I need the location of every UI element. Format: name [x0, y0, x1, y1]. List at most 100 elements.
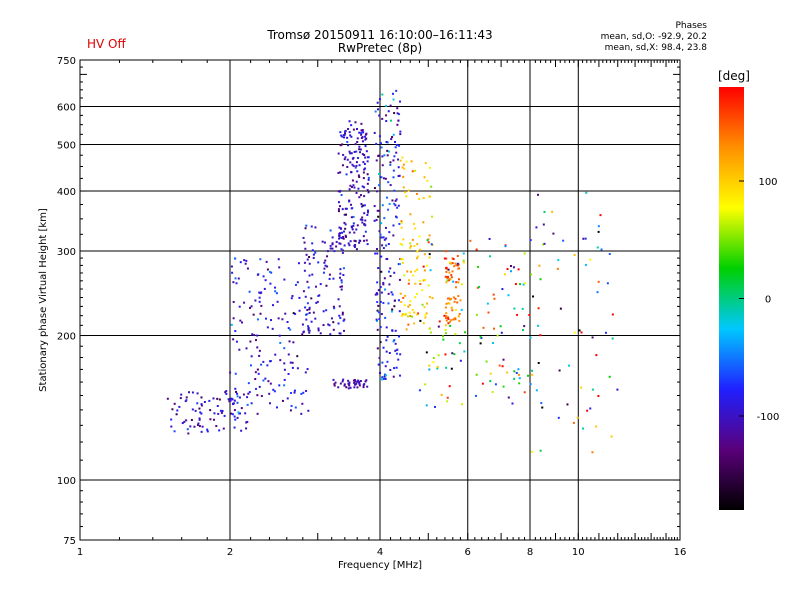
data-point — [343, 136, 346, 139]
data-point — [361, 218, 364, 221]
data-point — [366, 182, 369, 185]
data-point — [233, 409, 236, 412]
data-point — [281, 399, 284, 402]
data-point — [450, 306, 453, 309]
data-point — [449, 278, 452, 281]
data-point — [427, 284, 430, 287]
data-point — [338, 314, 341, 317]
data-point — [240, 429, 243, 432]
data-point — [199, 411, 202, 414]
data-point — [393, 112, 396, 115]
data-point — [456, 301, 459, 304]
data-point — [352, 184, 355, 187]
data-point — [516, 313, 519, 316]
data-point — [558, 369, 561, 372]
data-point — [566, 403, 569, 406]
data-point — [418, 235, 421, 238]
data-point — [512, 266, 515, 269]
data-point — [283, 362, 286, 365]
data-point — [454, 316, 457, 319]
data-point — [423, 176, 426, 179]
data-point — [377, 311, 380, 314]
data-point — [586, 409, 589, 412]
data-point — [360, 202, 363, 205]
data-point — [237, 411, 240, 414]
data-point — [256, 273, 259, 276]
data-point — [307, 329, 310, 332]
data-point — [263, 287, 266, 290]
data-point — [287, 353, 290, 356]
data-point — [354, 121, 357, 124]
data-point — [373, 131, 376, 134]
data-point — [256, 368, 259, 371]
data-point — [398, 310, 401, 313]
data-point — [441, 335, 444, 338]
data-point — [362, 235, 365, 238]
data-point — [337, 322, 340, 325]
data-point — [356, 137, 359, 140]
data-point — [378, 135, 381, 138]
data-point — [395, 352, 398, 355]
data-point — [361, 185, 364, 188]
data-point — [275, 292, 278, 295]
data-point — [433, 405, 436, 408]
data-point — [381, 93, 384, 96]
data-point — [234, 387, 237, 390]
data-point — [232, 317, 235, 320]
data-point — [304, 227, 307, 230]
data-point — [200, 396, 203, 399]
data-point — [197, 422, 200, 425]
data-point — [329, 229, 332, 232]
data-point — [198, 407, 201, 410]
data-point — [364, 219, 367, 222]
data-point — [232, 338, 235, 341]
data-point — [379, 286, 382, 289]
data-point — [380, 255, 383, 258]
data-point — [382, 236, 385, 239]
data-point — [359, 151, 362, 154]
data-point — [339, 285, 342, 288]
data-point — [479, 342, 482, 345]
data-point — [304, 306, 307, 309]
data-point — [387, 181, 390, 184]
data-point — [213, 412, 216, 415]
data-point — [375, 248, 378, 251]
data-point — [502, 385, 505, 388]
data-point — [539, 449, 542, 452]
data-point — [381, 155, 384, 158]
data-point — [319, 283, 322, 286]
data-point — [475, 248, 478, 251]
data-point — [452, 257, 455, 260]
data-point — [532, 295, 535, 298]
data-point — [360, 205, 363, 208]
data-point — [358, 145, 361, 148]
data-point — [496, 334, 499, 337]
data-point — [608, 375, 611, 378]
data-point — [392, 340, 395, 343]
data-point — [234, 277, 237, 280]
data-point — [348, 199, 351, 202]
data-point — [264, 377, 267, 380]
data-point — [292, 312, 295, 315]
data-point — [531, 369, 534, 372]
data-point — [325, 309, 328, 312]
data-point — [572, 421, 575, 424]
data-point — [431, 297, 434, 300]
data-point — [386, 360, 389, 363]
data-point — [354, 143, 357, 146]
data-point — [381, 204, 384, 207]
data-point — [517, 368, 520, 371]
data-point — [200, 430, 203, 433]
data-point — [258, 296, 261, 299]
data-point — [397, 299, 400, 302]
data-point — [366, 213, 369, 216]
data-point — [383, 217, 386, 220]
data-point — [352, 128, 355, 131]
data-point — [367, 176, 370, 179]
data-point — [303, 261, 306, 264]
data-point — [249, 364, 252, 367]
data-point — [381, 244, 384, 247]
data-point — [363, 212, 366, 215]
data-point — [382, 281, 385, 284]
x-tick-label: 1 — [77, 547, 83, 558]
